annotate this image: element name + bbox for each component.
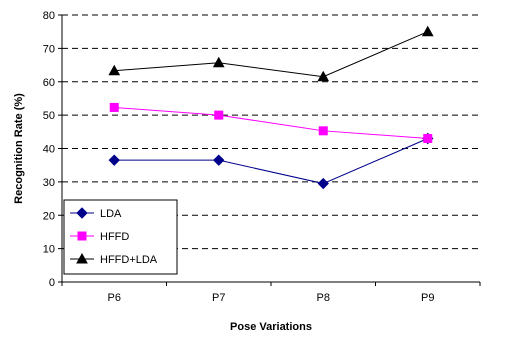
legend-label: HFFD+LDA	[100, 254, 158, 266]
series-line	[114, 31, 428, 78]
series-hffd	[109, 102, 433, 143]
triangle-marker	[317, 70, 330, 82]
x-tick-label: P9	[421, 292, 434, 304]
series-line	[114, 106, 428, 139]
y-tick-label: 10	[43, 244, 55, 256]
diamond-marker	[213, 154, 225, 166]
legend-item: LDA	[70, 207, 122, 220]
legend-item: HFFD	[70, 231, 129, 243]
triangle-marker	[108, 64, 121, 76]
x-tick-label: P8	[317, 292, 330, 304]
triangle-marker	[421, 25, 434, 37]
series-lda	[108, 132, 434, 190]
square-marker	[77, 231, 87, 241]
x-axis-ticks: P6 P7 P8 P9	[61, 282, 481, 304]
diamond-marker	[108, 154, 120, 166]
diamond-marker	[76, 207, 88, 219]
square-marker	[214, 110, 224, 120]
square-marker	[318, 126, 328, 136]
y-axis-title: Recognition Rate (%)	[13, 93, 25, 204]
series-layer	[108, 25, 434, 190]
y-tick-label: 0	[49, 277, 55, 289]
square-marker	[109, 102, 119, 112]
series-line	[114, 138, 428, 185]
legend: LDA HFFD HFFD+LDA	[63, 199, 178, 275]
y-axis-ticks: 0 10 20 30 40 50 60 70 80	[43, 10, 62, 289]
y-tick-label: 40	[43, 144, 55, 156]
y-tick-label: 70	[43, 43, 55, 55]
legend-label: LDA	[100, 208, 122, 220]
x-tick-label: P6	[108, 292, 121, 304]
y-tick-label: 20	[43, 210, 55, 222]
legend-item: HFFD+LDA	[70, 252, 158, 266]
y-tick-label: 30	[43, 177, 55, 189]
y-tick-label: 60	[43, 77, 55, 89]
legend-label: HFFD	[100, 231, 129, 243]
x-tick-label: P7	[212, 292, 225, 304]
y-tick-label: 50	[43, 110, 55, 122]
triangle-marker	[76, 252, 88, 264]
square-marker	[423, 133, 433, 143]
y-tick-label: 80	[43, 10, 55, 22]
series-hffd-lda	[108, 25, 434, 82]
diamond-marker	[317, 177, 329, 190]
x-axis-title: Pose Variations	[230, 321, 312, 333]
triangle-marker	[212, 56, 225, 68]
